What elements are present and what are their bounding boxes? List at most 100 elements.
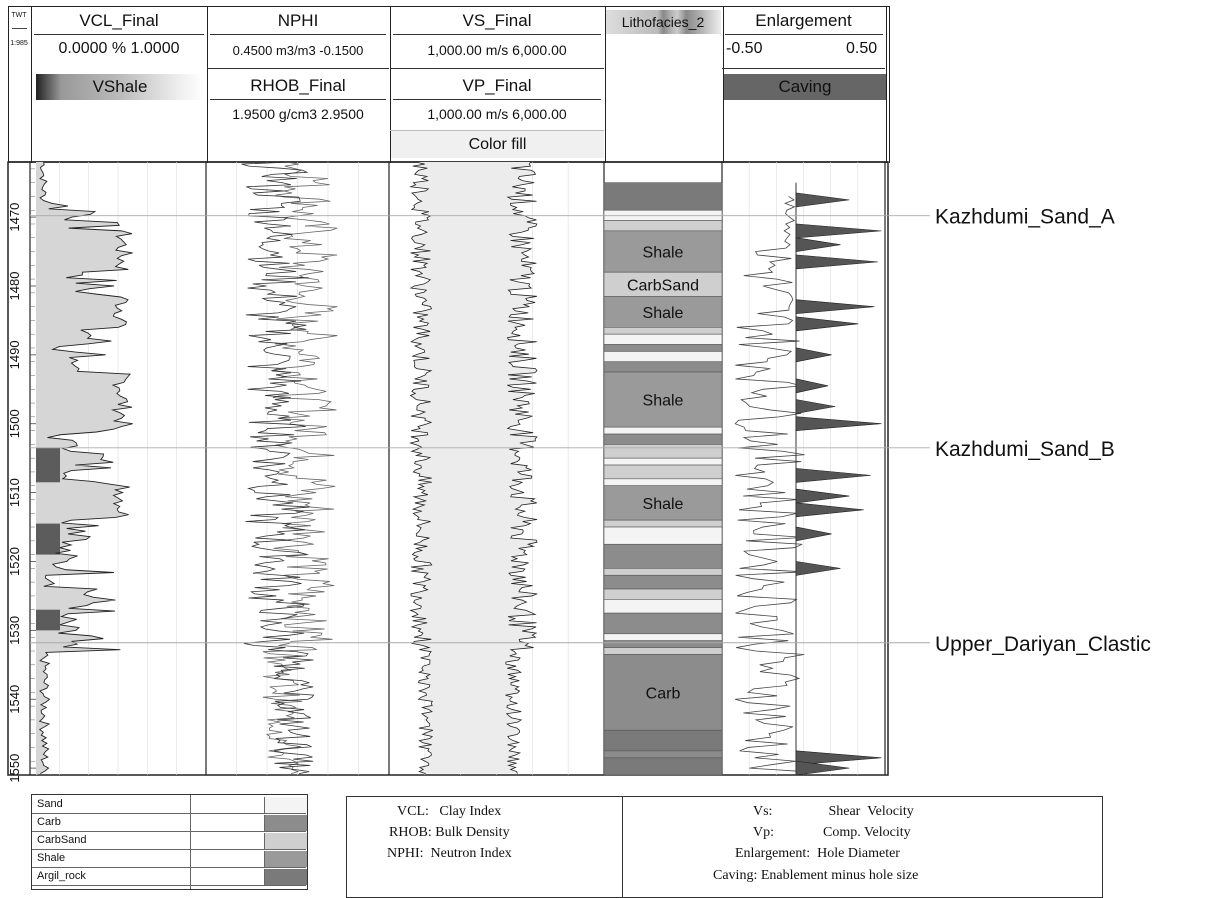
facies-legend-swatch: [264, 797, 307, 813]
facies-label: Shale: [643, 496, 684, 513]
facies-legend-row: Argil_rock: [32, 869, 307, 886]
formation-top-label: Kazhdumi_Sand_A: [935, 206, 1115, 229]
caving-spike: [795, 192, 850, 208]
enlargement-scale-max: 0.50: [846, 40, 878, 57]
note-rhob: RHOB: Bulk Density: [389, 825, 510, 840]
facies-block: [603, 654, 723, 731]
enlargement-track-title: Enlargement: [755, 11, 852, 30]
facies-block: [603, 647, 723, 655]
facies-legend-swatch: [264, 815, 307, 831]
note-vcl: VCL: Clay Index: [397, 804, 502, 819]
depth-tick-label: 1540: [7, 685, 22, 714]
caving-label: Caving: [778, 77, 832, 96]
depth-tick-label: 1510: [7, 478, 22, 507]
vs-curve: [409, 161, 434, 775]
caving-spike: [795, 526, 832, 542]
vcl-scale: 0.0000 % 1.0000: [58, 40, 180, 57]
note-caving: Caving: Enablement minus hole size: [713, 868, 919, 883]
velocity-notes-box: Vs: Shear Velocity Vp: Comp. Velocity En…: [622, 796, 1103, 898]
vcl-track-title: VCL_Final: [79, 11, 159, 30]
facies-block: [603, 444, 723, 459]
facies-legend-swatch: [264, 833, 307, 849]
vp-track-title: VP_Final: [462, 76, 532, 95]
caving-spike: [795, 750, 882, 766]
velocity-color-fill: [410, 162, 538, 774]
facies-block: [603, 543, 723, 569]
depth-tick-label: 1500: [7, 409, 22, 438]
facies-block: [603, 612, 723, 635]
note-enlargement: Enlargement: Hole Diameter: [735, 846, 900, 861]
vshale-label: VShale: [92, 77, 148, 96]
log-header: [8, 6, 890, 163]
facies-block: [603, 296, 723, 328]
depth-tick-label: 1550: [7, 754, 22, 783]
facies-block: [603, 485, 723, 521]
facies-block: [603, 633, 723, 641]
vshale-colorbar: VShale: [36, 74, 204, 100]
rhob-track-title: RHOB_Final: [250, 76, 346, 95]
formation-top-label: Kazhdumi_Sand_B: [935, 438, 1115, 461]
facies-block: [603, 568, 723, 576]
twt-scale: 1:985: [10, 40, 28, 47]
lithofacies-colorbar: [606, 10, 721, 34]
facies-legend-row: Shale: [32, 851, 307, 868]
vs-track-title: VS_Final: [462, 11, 532, 30]
caving-spike: [795, 416, 882, 432]
enlargement-scale-min: -0.50: [726, 40, 763, 57]
facies-block: [603, 588, 723, 600]
caving-colorbar: Caving: [724, 74, 886, 100]
caving-spike: [795, 347, 832, 363]
rhob-curve: [241, 161, 315, 775]
facies-block: [603, 371, 723, 428]
caving-spike: [795, 760, 850, 776]
vp-curve: [505, 161, 538, 774]
vcl-dark-band: [36, 523, 60, 555]
enlargement-curve: [734, 196, 805, 776]
facies-block: [603, 574, 723, 590]
nphi-curve: [262, 161, 338, 775]
note-vp: Vp: Comp. Velocity: [753, 825, 911, 840]
facies-block: [603, 220, 723, 232]
facies-block: [603, 464, 723, 480]
vp-scale: 1,000.00 m/s 6,000.00: [427, 106, 567, 122]
facies-label: Shale: [643, 245, 684, 262]
formation-top-label: Upper_Dariyan_Clastic: [935, 633, 1151, 656]
facies-legend-row: Sand: [32, 797, 307, 814]
facies-label: Shale: [643, 393, 684, 410]
facies-block: [603, 526, 723, 545]
facies-legend-label: CarbSand: [37, 834, 87, 846]
facies-label: Shale: [643, 305, 684, 322]
depth-tick-label: 1470: [7, 203, 22, 232]
facies-label: CarbSand: [627, 277, 699, 294]
facies-block: [603, 750, 723, 759]
facies-legend-swatch: [264, 851, 307, 867]
nphi-track-title: NPHI: [277, 11, 319, 30]
facies-block: [603, 327, 723, 335]
facies-legend-label: Sand: [37, 798, 63, 810]
caving-spike: [795, 237, 841, 253]
nphi-scale: 0.4500 m3/m3 -0.1500: [232, 43, 364, 58]
facies-block: [603, 729, 723, 752]
facies-block: [603, 457, 723, 466]
caving-spike: [795, 399, 836, 414]
facies-block: [603, 182, 723, 211]
facies-legend-label: Shale: [37, 852, 66, 864]
facies-block: [603, 757, 723, 776]
facies-legend-label: Argil_rock: [37, 870, 86, 882]
note-vs: Vs: Shear Velocity: [753, 804, 914, 819]
vcl-dark-band: [36, 447, 60, 483]
facies-block: [603, 640, 723, 648]
facies-legend-row: CarbSand: [32, 833, 307, 850]
facies-legend-row: Carb: [32, 815, 307, 832]
caving-spike: [795, 378, 829, 394]
facies-block: [603, 230, 723, 273]
facies-legend-label: Carb: [37, 816, 61, 828]
facies-block: [603, 599, 723, 614]
depth-tick-label: 1490: [7, 340, 22, 369]
vs-scale: 1,000.00 m/s 6,000.00: [427, 42, 567, 58]
facies-block: [603, 344, 723, 352]
facies-block: [603, 351, 723, 363]
vcl-dark-band: [36, 609, 60, 631]
rhob-scale: 1.9500 g/cm3 2.9500: [232, 106, 364, 122]
